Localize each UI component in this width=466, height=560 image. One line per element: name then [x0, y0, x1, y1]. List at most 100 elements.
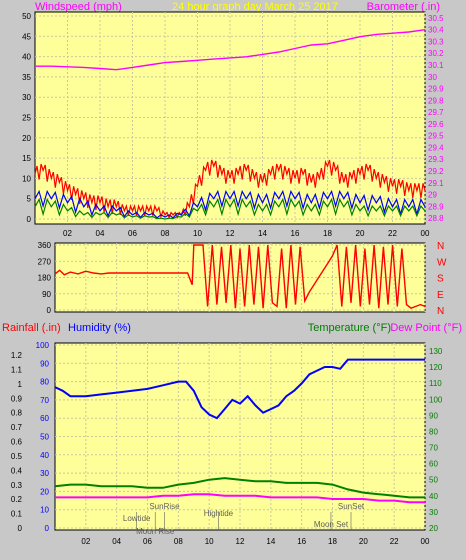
- baro-tick-label: 29.8: [428, 96, 444, 105]
- humidity-tick-label: 20: [40, 487, 49, 496]
- compass-label: S: [437, 274, 444, 285]
- compass-label: E: [437, 290, 444, 301]
- rain-tick-label: 0: [18, 524, 23, 533]
- wind-tick-label: 5: [27, 195, 32, 204]
- humidity-tick-label: 90: [40, 359, 49, 368]
- baro-tick-label: 30.4: [428, 26, 444, 35]
- temp-tick-label: 60: [429, 460, 438, 469]
- humidity-axis-label: Humidity (%): [68, 322, 131, 334]
- temperature-axis-label: Temperature (°F): [308, 322, 391, 334]
- temp-tick-label: 40: [429, 492, 438, 501]
- humidity-tick-label: 10: [40, 506, 49, 515]
- direction-tick-label: 90: [42, 290, 51, 299]
- baro-tick-label: 28.8: [428, 214, 444, 223]
- humidity-tick-label: 0: [45, 524, 50, 533]
- temp-x-tick-label: 04: [112, 537, 121, 546]
- wind-x-tick-label: 20: [356, 229, 365, 238]
- temp-tick-label: 130: [429, 347, 443, 356]
- rain-tick-label: 1.1: [11, 365, 23, 374]
- temp-x-tick-label: 14: [266, 537, 275, 546]
- wind-series-line-1: [34, 189, 426, 219]
- temp-x-tick-label: 22: [390, 537, 399, 546]
- direction-tick-label: 270: [38, 257, 52, 266]
- wind-x-tick-label: 18: [323, 229, 332, 238]
- humidity-tick-label: 80: [40, 378, 49, 387]
- tide-label: Lowtide: [123, 514, 151, 523]
- baro-tick-label: 29.2: [428, 167, 444, 176]
- rainfall-axis-label: Rainfall (.in): [2, 322, 61, 334]
- rain-tick-label: 0.8: [11, 409, 23, 418]
- temp-x-tick-label: 20: [359, 537, 368, 546]
- temp-tick-label: 50: [429, 476, 438, 485]
- wind-x-tick-label: 04: [96, 229, 105, 238]
- temp-tick-label: 80: [429, 427, 438, 436]
- baro-tick-label: 30.2: [428, 49, 444, 58]
- baro-tick-label: 29.4: [428, 143, 444, 152]
- rain-tick-label: 0.9: [11, 394, 23, 403]
- tide-label: Moon Rise: [136, 527, 175, 536]
- temp-x-tick-label: 18: [328, 537, 337, 546]
- direction-series-line: [54, 244, 426, 309]
- rain-tick-label: 0.2: [11, 495, 23, 504]
- temp-x-tick-label: 06: [143, 537, 152, 546]
- temp-tick-label: 120: [429, 363, 443, 372]
- header-left-label: Windspeed (mph): [35, 1, 122, 13]
- baro-tick-label: 30: [428, 73, 437, 82]
- rain-tick-label: 0.1: [11, 510, 23, 519]
- humidity-tick-label: 60: [40, 414, 49, 423]
- baro-tick-label: 29.5: [428, 132, 444, 141]
- temp-tick-label: 90: [429, 411, 438, 420]
- direction-tick-label: 180: [38, 274, 52, 283]
- wind-tick-label: 15: [22, 154, 31, 163]
- header-right-label: Barometer (.in): [367, 1, 440, 13]
- humidity-tick-label: 50: [40, 433, 49, 442]
- tide-label: Moon Set: [314, 520, 349, 529]
- wind-series-line-2: [34, 197, 426, 220]
- wind-x-tick-label: 14: [258, 229, 267, 238]
- temp-x-tick-label: 08: [174, 537, 183, 546]
- temp-series-line-1: [54, 477, 425, 499]
- compass-label: N: [437, 306, 444, 317]
- direction-tick-label: 0: [47, 306, 52, 315]
- wind-tick-label: 45: [22, 32, 31, 41]
- temp-x-tick-label: 12: [236, 537, 245, 546]
- compass-label: N: [437, 241, 444, 252]
- temp-x-tick-label: 16: [297, 537, 306, 546]
- baro-tick-label: 29.9: [428, 85, 444, 94]
- humidity-tick-label: 30: [40, 469, 49, 478]
- tide-label: Hightide: [204, 509, 234, 518]
- temp-tick-label: 70: [429, 444, 438, 453]
- humidity-tick-label: 40: [40, 451, 49, 460]
- rain-tick-label: 0.3: [11, 481, 23, 490]
- temp-tick-label: 110: [429, 379, 442, 388]
- wind-tick-label: 0: [27, 215, 32, 224]
- rain-tick-label: 0.4: [11, 466, 23, 475]
- wind-x-tick-label: 12: [226, 229, 235, 238]
- baro-tick-label: 29.1: [428, 179, 444, 188]
- wind-x-tick-label: 00: [421, 229, 430, 238]
- wind-series-line-3: [35, 29, 426, 71]
- baro-tick-label: 30.3: [428, 37, 444, 46]
- direction-tick-label: 360: [38, 241, 52, 250]
- chart-layers: 0510152025303540455028.828.92929.129.229…: [11, 11, 447, 546]
- tide-label: SunRise: [149, 502, 180, 511]
- temp-series-line-2: [55, 493, 425, 504]
- temp-tick-label: 20: [429, 524, 438, 533]
- rain-tick-label: 0.5: [11, 452, 23, 461]
- wind-tick-label: 50: [22, 12, 31, 21]
- baro-tick-label: 29.6: [428, 120, 444, 129]
- temp-x-tick-label: 00: [421, 537, 430, 546]
- baro-tick-label: 30.5: [428, 14, 444, 23]
- humidity-tick-label: 70: [40, 396, 49, 405]
- wind-x-tick-label: 22: [388, 229, 397, 238]
- baro-tick-label: 28.9: [428, 202, 444, 211]
- wind-x-tick-label: 16: [291, 229, 300, 238]
- baro-tick-label: 29.7: [428, 108, 444, 117]
- rain-tick-label: 0.7: [11, 423, 23, 432]
- temp-tick-label: 100: [429, 395, 443, 404]
- temp-x-tick-label: 10: [205, 537, 214, 546]
- temp-tick-label: 30: [429, 508, 438, 517]
- rain-tick-label: 0.6: [11, 438, 23, 447]
